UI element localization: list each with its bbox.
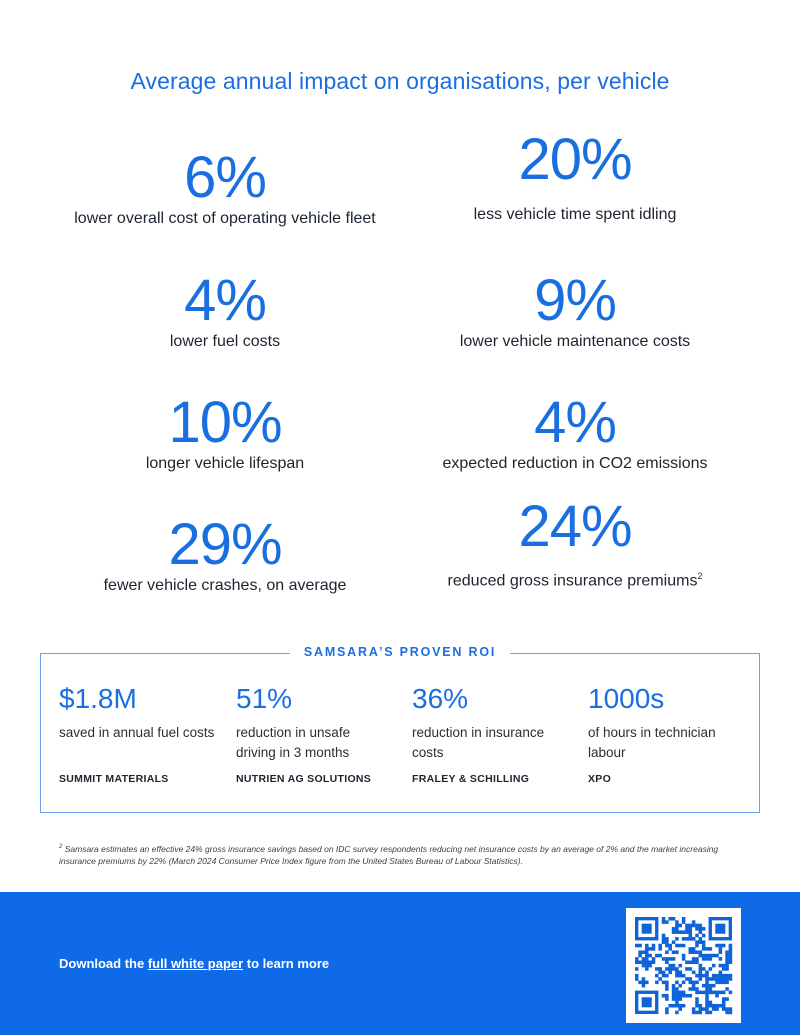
roi-desc: reduction in unsafe driving in 3 months bbox=[236, 725, 351, 760]
roi-company: SUMMIT MATERIALS bbox=[59, 773, 169, 785]
qr-code-graphic bbox=[635, 917, 733, 1015]
stat-desc-text: reduced gross insurance premiums bbox=[447, 572, 698, 590]
footnote-text: Samsara estimates an effective 24% gross… bbox=[59, 843, 719, 866]
cta-prefix: Download the bbox=[59, 956, 148, 971]
footnote: 2 Samsara estimates an effective 24% gro… bbox=[59, 841, 739, 867]
roi-item: 36% reduction in insurance costs FRALEY … bbox=[412, 683, 577, 785]
stat-desc: less vehicle time spent idling bbox=[473, 206, 677, 223]
stat-idling: 20% less vehicle time spent idling bbox=[375, 130, 775, 224]
stat-value: 9% bbox=[534, 268, 617, 333]
stat-desc: fewer vehicle crashes, on average bbox=[103, 577, 347, 594]
roi-desc: saved in annual fuel costs bbox=[59, 725, 215, 740]
roi-item: 1000s of hours in technician labour XPO bbox=[588, 683, 753, 785]
stat-insurance: 24% reduced gross insurance premiums2 bbox=[375, 497, 775, 590]
footer-banner: Download the full white paper to learn m… bbox=[0, 892, 800, 1035]
roi-company: XPO bbox=[588, 773, 612, 785]
roi-value: $1.8M bbox=[59, 683, 137, 714]
cta-text: Download the full white paper to learn m… bbox=[59, 956, 329, 971]
roi-desc: of hours in technician labour bbox=[588, 725, 716, 760]
stat-value: 29% bbox=[168, 512, 282, 577]
stat-operating-cost: 6% lower overall cost of operating vehic… bbox=[25, 148, 425, 228]
stat-desc: lower vehicle maintenance costs bbox=[459, 333, 691, 350]
roi-item: 51% reduction in unsafe driving in 3 mon… bbox=[236, 683, 401, 785]
stat-value: 10% bbox=[168, 390, 282, 455]
stat-desc: lower fuel costs bbox=[169, 333, 281, 350]
cta-suffix: to learn more bbox=[243, 956, 330, 971]
page-title: Average annual impact on organisations, … bbox=[130, 68, 670, 94]
roi-heading-text: SAMSARA’S PROVEN ROI bbox=[289, 645, 511, 659]
white-paper-link[interactable]: full white paper bbox=[147, 956, 244, 971]
roi-company: NUTRIEN AG SOLUTIONS bbox=[236, 773, 372, 785]
stat-crashes: 29% fewer vehicle crashes, on average bbox=[25, 515, 425, 595]
roi-company: FRALEY & SCHILLING bbox=[412, 773, 530, 785]
stat-lifespan: 10% longer vehicle lifespan bbox=[25, 393, 425, 473]
stat-co2: 4% expected reduction in CO2 emissions bbox=[375, 393, 775, 473]
stat-fuel-cost: 4% lower fuel costs bbox=[25, 271, 425, 351]
roi-desc: reduction in insurance costs bbox=[412, 725, 545, 760]
stat-maintenance: 9% lower vehicle maintenance costs bbox=[375, 271, 775, 351]
stat-desc: longer vehicle lifespan bbox=[145, 455, 305, 472]
stat-value: 4% bbox=[184, 268, 267, 333]
stat-desc: lower overall cost of operating vehicle … bbox=[74, 210, 376, 227]
stat-value: 20% bbox=[518, 127, 632, 192]
footnote-marker: 2 bbox=[697, 571, 703, 581]
roi-value: 1000s bbox=[588, 683, 665, 714]
roi-value: 51% bbox=[236, 683, 293, 714]
stat-value: 6% bbox=[184, 145, 267, 210]
stat-desc: expected reduction in CO2 emissions bbox=[442, 455, 708, 472]
roi-item: $1.8M saved in annual fuel costs SUMMIT … bbox=[59, 683, 224, 785]
roi-value: 36% bbox=[412, 683, 469, 714]
qr-code-icon[interactable] bbox=[626, 908, 741, 1023]
stat-desc: reduced gross insurance premiums2 bbox=[375, 571, 775, 590]
roi-heading: SAMSARA’S PROVEN ROI bbox=[0, 643, 800, 661]
stat-value: 24% bbox=[518, 494, 632, 559]
footnote-marker: 2 bbox=[59, 844, 63, 850]
stat-value: 4% bbox=[534, 390, 617, 455]
